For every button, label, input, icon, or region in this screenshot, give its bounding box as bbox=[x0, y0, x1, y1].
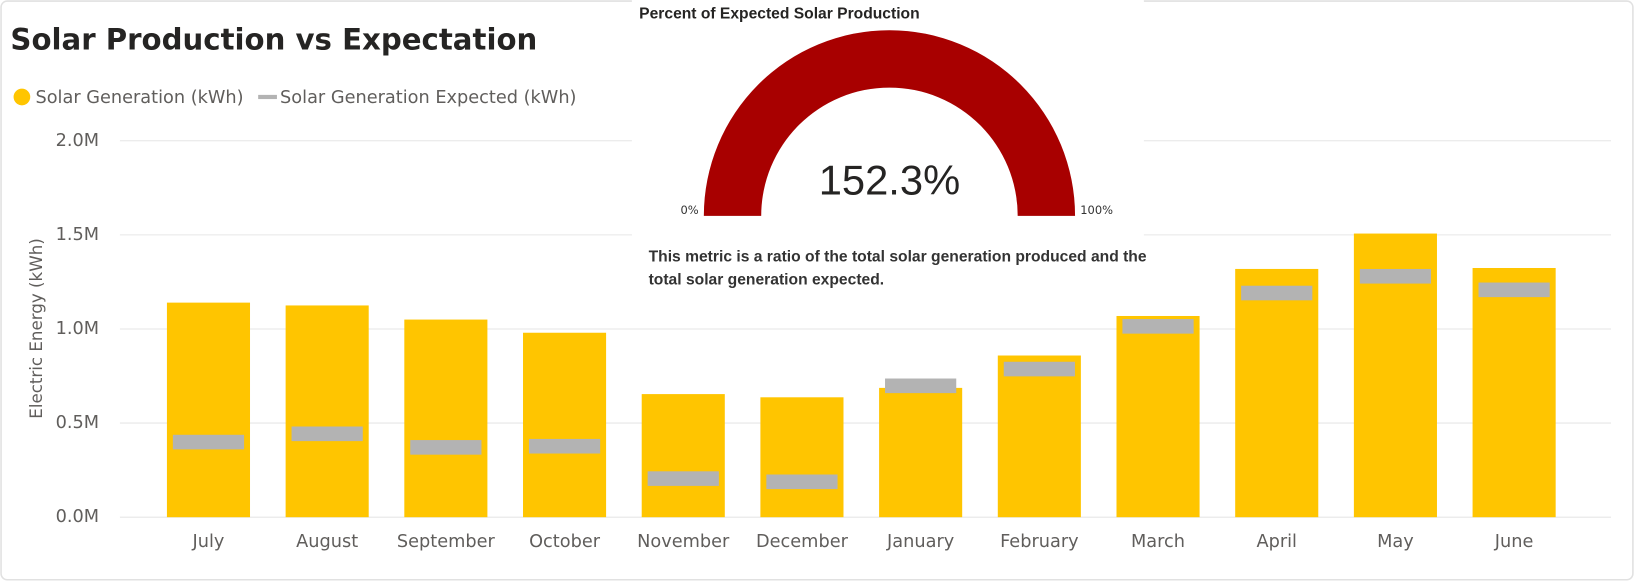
bar bbox=[760, 397, 844, 518]
target-marker bbox=[766, 474, 838, 490]
note-box: This metric is a ratio of the total sola… bbox=[648, 248, 1147, 289]
gauge-fill bbox=[703, 30, 1076, 216]
legend-swatch bbox=[258, 94, 277, 100]
gauge-min-label: 0% bbox=[680, 203, 698, 217]
gauge-note: This metric is a ratio of the total sola… bbox=[648, 248, 1147, 289]
y-tick-label: 1.5M bbox=[56, 225, 99, 245]
bar bbox=[1472, 267, 1556, 518]
x-tick-label: August bbox=[296, 532, 358, 552]
y-tick-label: 0.5M bbox=[56, 413, 99, 433]
y-tick-label: 1.0M bbox=[56, 319, 99, 339]
x-tick-label: April bbox=[1256, 532, 1296, 552]
target-marker bbox=[410, 440, 482, 455]
target-marker bbox=[1122, 319, 1194, 334]
gauge-value: 152.3% bbox=[819, 157, 960, 204]
bar bbox=[523, 332, 607, 518]
x-tick-label: September bbox=[397, 532, 496, 552]
target-marker bbox=[528, 438, 601, 454]
bar bbox=[641, 394, 725, 518]
bar bbox=[879, 387, 963, 518]
x-tick-label: January bbox=[886, 532, 954, 552]
bar bbox=[404, 319, 488, 518]
x-tick-label: May bbox=[1377, 532, 1414, 552]
gauge-title: Percent of Expected Solar Production bbox=[639, 6, 919, 23]
x-tick-label: November bbox=[637, 532, 730, 552]
target-marker bbox=[1003, 361, 1075, 377]
bar bbox=[1116, 315, 1200, 518]
y-tick-label: 2.0M bbox=[56, 131, 99, 151]
target-marker bbox=[1359, 268, 1432, 284]
x-tick-label: March bbox=[1131, 532, 1185, 552]
legend-label: Solar Generation (kWh) bbox=[35, 88, 243, 108]
x-tick-label: October bbox=[529, 532, 601, 552]
bar bbox=[997, 355, 1081, 518]
y-axis-label: Electric Energy (kWh) bbox=[27, 238, 46, 418]
x-tick-label: July bbox=[192, 532, 225, 552]
legend-swatch bbox=[13, 88, 31, 106]
bar bbox=[285, 305, 369, 518]
plot: 0.0M 0.5M 1.0M 1.5M 2.0M Solar Generation (kW… bbox=[13, 88, 1612, 552]
x-tick-label: February bbox=[1000, 532, 1079, 552]
x-tick-label: December bbox=[756, 532, 849, 552]
target-marker bbox=[1241, 285, 1313, 301]
chart-title: Solar Production vs Expectation bbox=[10, 23, 537, 57]
target-marker bbox=[172, 434, 245, 450]
bar bbox=[1235, 268, 1319, 518]
gauge-max-label: 100% bbox=[1080, 203, 1113, 217]
gauge: 152.3% 0% 100% bbox=[680, 30, 1113, 217]
y-tick-label: 0.0M bbox=[56, 507, 99, 527]
target-marker bbox=[291, 426, 363, 442]
x-tick-label: June bbox=[1494, 532, 1534, 552]
legend-label: Solar Generation Expected (kWh) bbox=[280, 88, 576, 108]
target-marker bbox=[885, 378, 957, 394]
bar bbox=[166, 302, 251, 518]
target-marker bbox=[1478, 282, 1550, 298]
target-marker bbox=[647, 471, 719, 486]
